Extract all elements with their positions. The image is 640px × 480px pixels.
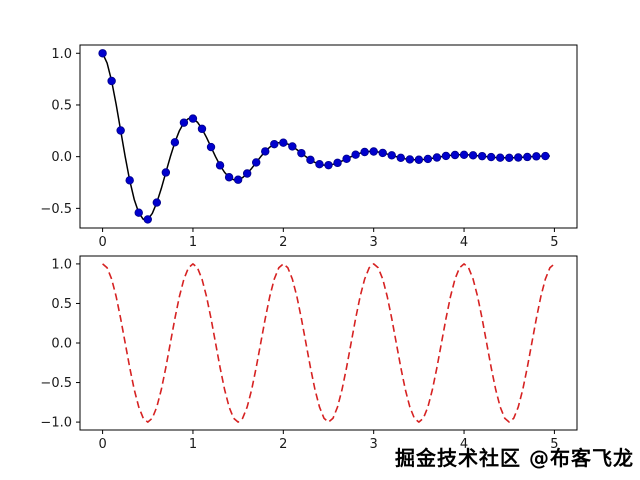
data-point-marker — [342, 154, 351, 164]
data-point-marker — [215, 161, 225, 170]
data-point-marker — [261, 147, 270, 156]
y-tick-label: −1.0 — [40, 416, 72, 431]
data-point-marker — [414, 155, 424, 164]
data-point-marker — [152, 198, 162, 207]
data-point-marker — [315, 160, 324, 169]
data-point-marker — [116, 126, 125, 135]
y-tick-label: 0.5 — [51, 297, 72, 312]
data-point-marker — [161, 168, 171, 177]
data-point-marker — [206, 142, 216, 152]
x-tick-label: 3 — [370, 235, 378, 250]
data-point-marker — [495, 153, 505, 162]
data-point-marker — [233, 175, 243, 184]
series-line — [102, 263, 555, 423]
data-point-marker — [324, 160, 333, 170]
x-tick-label: 4 — [460, 437, 468, 452]
y-tick-label: 0.0 — [51, 337, 72, 352]
data-point-marker — [252, 158, 261, 167]
x-tick-label: 1 — [189, 437, 197, 452]
data-point-marker — [477, 151, 487, 161]
data-point-marker — [523, 152, 532, 162]
x-tick-label: 3 — [370, 437, 378, 452]
subplot-bottom: 0 1 2 3 4 5 1.0 0.5 0.0 −0.5 −1.0 — [40, 255, 578, 452]
data-point-marker — [396, 153, 405, 162]
subplot-top: 0 1 2 3 4 5 1.0 0.5 0.0 −0.5 — [40, 44, 578, 250]
data-point-marker — [351, 150, 360, 159]
axis-ticks: 0 1 2 3 4 5 1.0 0.5 0.0 −0.5 −1.0 — [40, 257, 558, 452]
data-point-marker — [378, 148, 387, 158]
data-point-marker — [432, 153, 442, 162]
data-point-marker — [360, 147, 369, 157]
axes-frame — [79, 44, 578, 229]
data-point-marker — [306, 155, 315, 165]
axes-frame — [79, 255, 578, 431]
x-tick-label: 2 — [279, 437, 287, 452]
data-point-marker — [188, 114, 198, 123]
data-point-marker — [107, 76, 116, 86]
data-point-marker — [514, 153, 523, 162]
data-point-marker — [179, 118, 189, 127]
data-point-marker — [423, 154, 433, 164]
data-point-marker — [197, 124, 207, 134]
data-point-marker — [288, 142, 297, 151]
x-tick-label: 0 — [98, 235, 106, 250]
data-point-marker — [541, 151, 550, 161]
data-point-marker — [297, 148, 306, 158]
y-tick-label: 0.0 — [51, 150, 72, 165]
axis-ticks: 0 1 2 3 4 5 1.0 0.5 0.0 −0.5 — [40, 47, 558, 250]
data-point-marker — [450, 150, 460, 160]
data-point-marker — [143, 215, 152, 224]
data-point-marker — [270, 139, 279, 149]
data-point-marker — [459, 150, 469, 159]
data-point-marker — [279, 138, 288, 147]
y-tick-label: 1.0 — [51, 257, 72, 272]
data-point-marker — [505, 153, 514, 162]
watermark-text: 掘金技术社区 @布客飞龙 — [395, 446, 634, 470]
data-point-marker — [441, 151, 451, 161]
x-tick-label: 5 — [550, 437, 558, 452]
y-tick-label: −0.5 — [40, 202, 72, 217]
x-tick-label: 4 — [460, 235, 468, 250]
x-tick-label: 0 — [98, 437, 106, 452]
data-point-marker — [125, 176, 134, 185]
x-tick-label: 1 — [189, 235, 197, 250]
data-point-marker — [468, 151, 478, 160]
data-point-marker — [333, 158, 342, 168]
data-point-marker — [387, 151, 396, 160]
data-point-marker — [170, 138, 180, 147]
data-point-marker — [242, 169, 252, 178]
data-point-marker — [224, 173, 234, 182]
series-markers — [98, 49, 550, 224]
series-line — [101, 52, 550, 221]
data-point-marker — [486, 152, 496, 162]
data-point-marker — [532, 152, 541, 161]
data-point-marker — [98, 49, 107, 58]
data-point-marker — [369, 147, 378, 156]
data-point-marker — [405, 155, 415, 164]
y-tick-label: −0.5 — [40, 376, 72, 391]
y-tick-label: 1.0 — [51, 47, 72, 62]
x-tick-label: 5 — [550, 235, 558, 250]
data-point-marker — [134, 208, 143, 217]
x-tick-label: 2 — [279, 235, 287, 250]
y-tick-label: 0.5 — [51, 98, 72, 113]
